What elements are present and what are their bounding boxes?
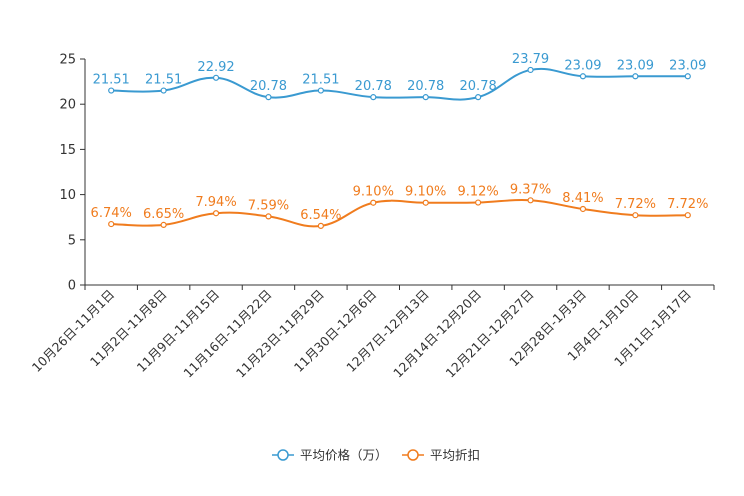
data-point[interactable]	[632, 212, 639, 219]
y-tick-label: 0	[68, 279, 76, 294]
data-point[interactable]	[160, 221, 167, 228]
legend-label: 平均折扣	[430, 448, 480, 463]
data-label: 8.41%	[562, 191, 603, 206]
data-label: 23.09	[564, 58, 601, 73]
data-label: 9.12%	[457, 185, 498, 200]
data-point[interactable]	[212, 210, 220, 217]
data-point[interactable]	[160, 87, 167, 94]
data-label: 21.51	[93, 73, 130, 88]
data-label: 20.78	[460, 79, 497, 94]
data-label: 20.78	[407, 79, 444, 94]
legend-item-2[interactable]: 平均折扣	[402, 448, 480, 463]
data-point[interactable]	[317, 222, 324, 229]
x-tick-label: 12月14日-12月20日	[390, 287, 484, 381]
data-point[interactable]	[527, 66, 534, 74]
data-point[interactable]	[579, 205, 587, 213]
data-label: 6.54%	[300, 208, 341, 223]
y-tick-label: 20	[59, 98, 76, 113]
x-tick-label: 12月21日-12月27日	[443, 287, 537, 381]
series-1: 21.51 21.51 22.92 20.78 21.51 20.78 20.78 20.78…	[93, 52, 706, 101]
data-point[interactable]	[317, 87, 324, 94]
data-point[interactable]	[212, 74, 220, 81]
y-tick-label: 25	[59, 53, 76, 68]
data-label: 7.94%	[195, 195, 236, 210]
data-point[interactable]	[265, 213, 272, 220]
data-label: 23.09	[617, 58, 654, 73]
data-label: 7.72%	[615, 197, 656, 212]
data-point[interactable]	[108, 220, 115, 228]
legend-label: 平均价格（万）	[300, 448, 388, 463]
data-point[interactable]	[632, 73, 639, 80]
legend-marker-icon	[407, 449, 419, 461]
data-point[interactable]	[108, 87, 115, 94]
data-point[interactable]	[422, 94, 429, 101]
x-tick-label: 11月23日-11月29日	[233, 287, 327, 381]
data-label: 6.65%	[143, 207, 184, 222]
data-point[interactable]	[527, 197, 534, 204]
series-line	[111, 67, 688, 101]
data-point[interactable]	[370, 199, 377, 206]
series-line	[111, 199, 688, 228]
data-label: 9.37%	[510, 182, 551, 197]
series-layer: 21.51 21.51 22.92 20.78 21.51 20.78 20.78 20.78…	[91, 52, 708, 229]
data-point[interactable]	[684, 73, 691, 80]
data-label: 20.78	[355, 79, 392, 94]
data-point[interactable]	[370, 94, 377, 101]
data-label: 9.10%	[353, 185, 394, 200]
data-label: 23.09	[669, 58, 706, 73]
data-point[interactable]	[684, 212, 691, 219]
x-tick-label: 11月16日-11月22日	[180, 287, 274, 381]
y-tick-label: 5	[68, 233, 76, 248]
legend-marker-icon	[277, 449, 289, 461]
data-point[interactable]	[422, 199, 429, 206]
data-point[interactable]	[475, 199, 482, 206]
data-label: 20.78	[250, 79, 287, 94]
data-label: 21.51	[145, 73, 182, 88]
data-point[interactable]	[265, 94, 272, 101]
data-label: 22.92	[197, 60, 234, 75]
chart-legend[interactable]: 平均价格（万） 平均折扣	[272, 448, 480, 463]
data-label: 7.72%	[667, 197, 708, 212]
series-2: 6.74% 6.65% 7.94% 7.59% 6.54% 9.10% 9.10% 9.12%…	[91, 182, 708, 229]
data-label: 23.79	[512, 52, 549, 67]
y-tick-label: 15	[59, 143, 76, 158]
data-label: 6.74%	[91, 206, 132, 221]
data-point[interactable]	[475, 94, 482, 101]
data-label: 21.51	[302, 73, 339, 88]
y-tick-label: 10	[59, 188, 76, 203]
data-label: 7.59%	[248, 198, 289, 213]
data-label: 9.10%	[405, 185, 446, 200]
data-point[interactable]	[579, 73, 587, 80]
legend-item-1[interactable]: 平均价格（万）	[272, 448, 388, 463]
